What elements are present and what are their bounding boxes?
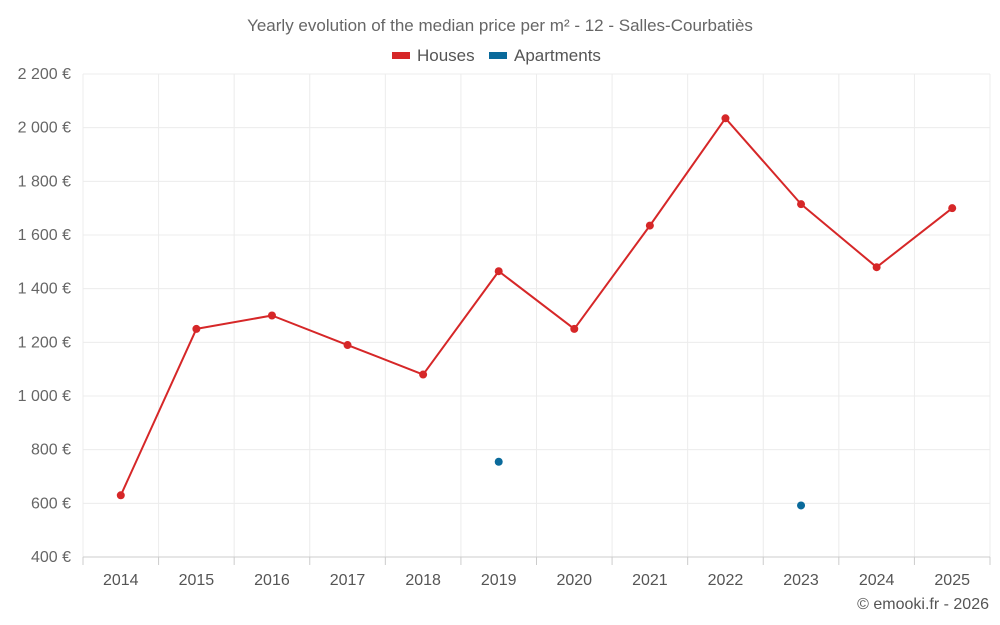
y-tick-label: 600 €	[31, 495, 71, 512]
houses-line	[119, 117, 953, 496]
houses-point-2024[interactable]	[872, 263, 881, 272]
series-houses	[116, 114, 957, 500]
houses-point-2021[interactable]	[645, 221, 654, 230]
legend-swatch-houses	[392, 52, 410, 59]
legend-item-apartments[interactable]: Apartments	[514, 46, 601, 65]
houses-point-2016[interactable]	[267, 311, 276, 320]
houses-point-2019[interactable]	[494, 267, 503, 276]
houses-point-2020[interactable]	[570, 324, 579, 333]
x-tick-label: 2019	[481, 572, 517, 589]
y-tick-label: 1 000 €	[18, 388, 71, 405]
x-tick-label: 2024	[859, 572, 895, 589]
y-tick-label: 400 €	[31, 549, 71, 566]
x-tick-label: 2014	[103, 572, 139, 589]
houses-point-2014[interactable]	[116, 491, 125, 500]
x-tick-label: 2023	[783, 572, 819, 589]
houses-point-2017[interactable]	[343, 341, 352, 350]
x-tick-label: 2018	[405, 572, 441, 589]
gridlines	[82, 73, 991, 557]
legend-item-houses[interactable]: Houses	[417, 46, 475, 65]
series-apartments	[494, 457, 806, 510]
y-tick-label: 2 000 €	[18, 120, 71, 137]
y-tick-label: 1 800 €	[18, 173, 71, 190]
houses-point-2015[interactable]	[192, 324, 201, 333]
chart-title: Yearly evolution of the median price per…	[247, 16, 753, 35]
x-tick-label: 2020	[556, 572, 592, 589]
y-tick-label: 1 600 €	[18, 227, 71, 244]
houses-point-2018[interactable]	[419, 370, 428, 379]
apartments-point-2019[interactable]	[494, 457, 503, 466]
x-axis: 2014 2015 2016 2017 2018 2019 2020 2021 2022 2023…	[82, 556, 991, 589]
x-tick-label: 2025	[934, 572, 970, 589]
legend: Houses Apartments	[392, 46, 601, 65]
y-axis: 400 € 600 € 800 € 1 000 € 1 200 € 1 400 € 1 60…	[18, 66, 71, 566]
y-tick-label: 1 400 €	[18, 281, 71, 298]
x-tick-label: 2017	[330, 572, 366, 589]
legend-swatch-apartments	[489, 52, 507, 59]
credit-text: © emooki.fr - 2026	[857, 596, 989, 613]
apartments-point-2023[interactable]	[797, 501, 806, 510]
houses-point-2022[interactable]	[721, 114, 730, 123]
houses-point-2023[interactable]	[797, 200, 806, 209]
x-tick-label: 2015	[179, 572, 215, 589]
y-tick-label: 800 €	[31, 442, 71, 459]
series	[116, 114, 957, 510]
x-tick-label: 2021	[632, 572, 668, 589]
x-tick-label: 2016	[254, 572, 290, 589]
y-tick-label: 1 200 €	[18, 334, 71, 351]
houses-point-2025[interactable]	[948, 204, 957, 213]
y-tick-label: 2 200 €	[18, 66, 71, 83]
x-tick-label: 2022	[708, 572, 744, 589]
